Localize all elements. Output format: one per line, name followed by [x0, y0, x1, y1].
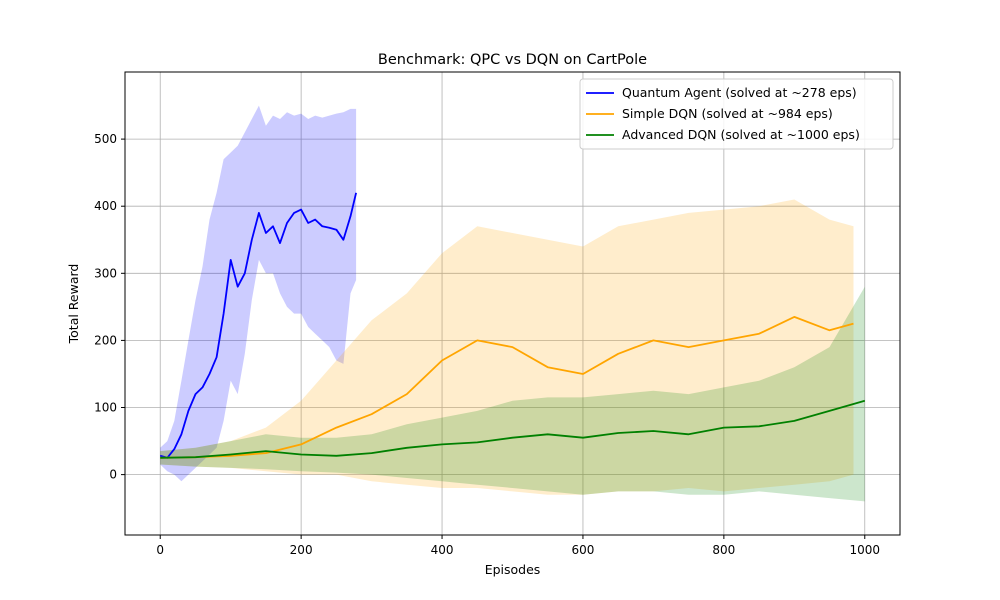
- series-line-0: [159, 192, 357, 459]
- y-tick-label: 0: [109, 468, 117, 482]
- grid-layer: [125, 72, 900, 535]
- y-axis-label: Total Reward: [66, 264, 81, 345]
- series-line-1: [160, 315, 854, 459]
- legend-label-0: Quantum Agent (solved at ~278 eps): [622, 85, 857, 100]
- x-tick-label: 0: [156, 543, 164, 557]
- x-tick-label: 200: [290, 543, 313, 557]
- x-tick-label: 800: [712, 543, 735, 557]
- x-tick-label: 1000: [849, 543, 880, 557]
- series-band-0: [160, 105, 357, 482]
- x-axis-label: Episodes: [485, 562, 541, 577]
- x-tick-label: 600: [572, 543, 595, 557]
- tick-layer: 0 200 400 600 800 1000 0 100 200 300 400 500: [94, 132, 880, 557]
- x-tick-label: 400: [431, 543, 454, 557]
- band-layer: [160, 105, 865, 502]
- y-tick-label: 500: [94, 132, 117, 146]
- series-band-2: [160, 286, 865, 502]
- series-band-1: [160, 199, 854, 495]
- legend-label-2: Advanced DQN (solved at ~1000 eps): [622, 127, 860, 142]
- line-layer: [159, 192, 866, 459]
- y-tick-label: 100: [94, 401, 117, 415]
- y-tick-label: 300: [94, 266, 117, 280]
- legend: Quantum Agent (solved at ~278 eps) Simple…: [579, 78, 894, 150]
- legend-box: [579, 78, 894, 150]
- series-line-2: [160, 399, 866, 459]
- y-tick-label: 400: [94, 199, 117, 213]
- axes-frame: [124, 71, 901, 536]
- y-tick-label: 200: [94, 333, 117, 347]
- chart-title: Benchmark: QPC vs DQN on CartPole: [378, 52, 647, 68]
- legend-label-1: Simple DQN (solved at ~984 eps): [622, 106, 833, 121]
